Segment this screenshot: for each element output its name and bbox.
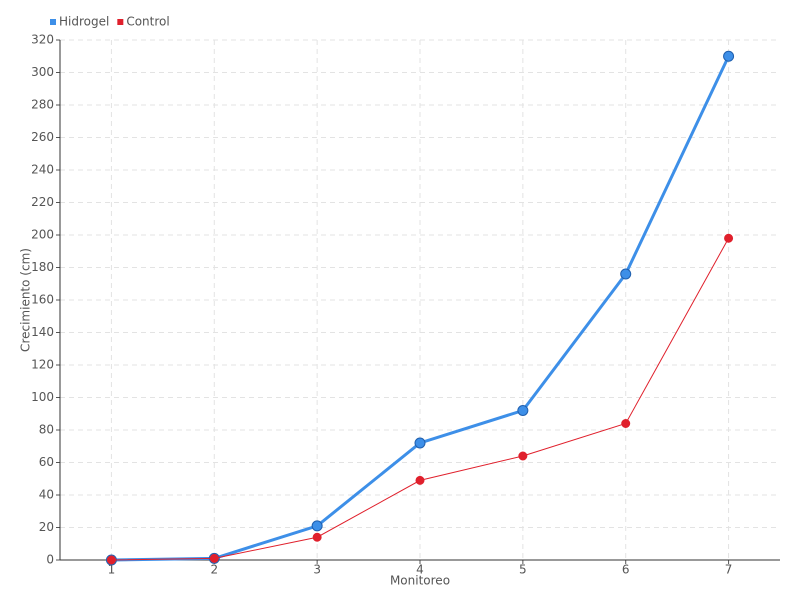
x-axis-label: Monitoreo [390,574,450,588]
y-tick-label: 200 [31,228,54,242]
data-point [414,437,426,449]
legend-swatch [50,19,56,25]
y-tick-label: 180 [31,260,54,274]
x-tick-label: 2 [210,563,218,577]
y-tick-label: 80 [39,423,54,437]
data-point [620,268,632,280]
data-point [415,475,425,485]
data-point [724,233,734,243]
y-tick-label: 0 [46,553,54,567]
y-tick-label: 160 [31,293,54,307]
x-tick-label: 1 [108,563,116,577]
y-tick-label: 140 [31,325,54,339]
x-tick-label: 3 [313,563,321,577]
y-tick-label: 220 [31,195,54,209]
y-tick-label: 40 [39,488,54,502]
x-tick-label: 7 [725,563,733,577]
data-point [311,520,323,532]
legend-label: Control [126,15,169,29]
data-point [209,553,219,563]
y-axis-label: Crecimiento (cm) [19,248,33,352]
data-point [106,555,116,565]
data-point [621,419,631,428]
y-tick-label: 120 [31,358,54,372]
data-point [312,532,322,542]
y-tick-label: 100 [31,390,54,404]
y-tick-label: 20 [39,520,54,534]
y-tick-label: 60 [39,455,54,469]
y-tick-label: 300 [31,65,54,79]
legend-label: Hidrogel [59,15,109,29]
y-tick-label: 280 [31,98,54,112]
x-tick-label: 4 [416,563,424,577]
y-tick-label: 240 [31,163,54,177]
x-tick-label: 5 [519,563,527,577]
x-tick-label: 6 [622,563,630,577]
data-point [723,50,735,62]
y-tick-label: 320 [31,33,54,47]
legend-swatch [117,19,124,25]
data-point [518,451,528,461]
y-tick-label: 260 [31,130,54,144]
data-point [517,405,529,416]
